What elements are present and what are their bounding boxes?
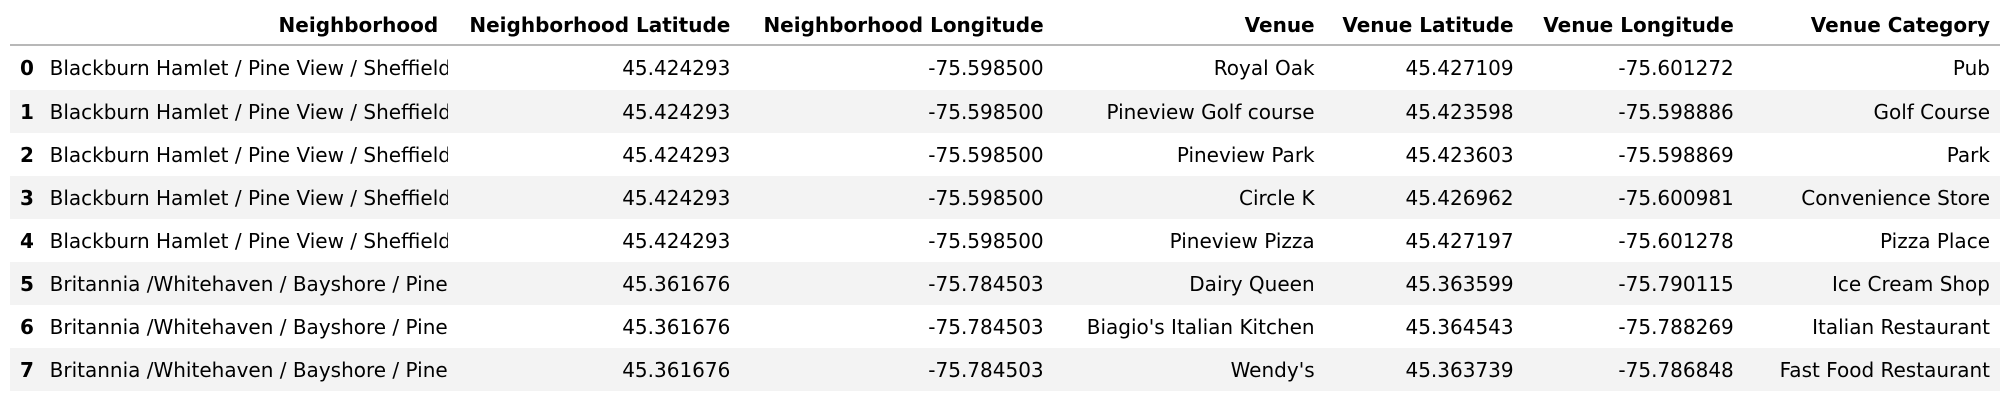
cell-venue-category: Pizza Place: [1743, 219, 2000, 262]
cell-neighborhood-latitude: 45.361676: [448, 305, 741, 348]
row-index: 6: [10, 305, 40, 348]
index-header: [10, 6, 40, 46]
header-row: Neighborhood Neighborhood Latitude Neigh…: [10, 6, 2000, 46]
cell-venue-latitude: 45.423603: [1324, 133, 1524, 176]
cell-neighborhood-latitude: 45.424293: [448, 133, 741, 176]
dataframe-table: Neighborhood Neighborhood Latitude Neigh…: [10, 6, 2000, 391]
cell-venue: Wendy's: [1053, 348, 1325, 391]
cell-neighborhood: Blackburn Hamlet / Pine View / Sheffield…: [39, 133, 449, 176]
cell-venue-longitude: -75.601278: [1523, 219, 1744, 262]
table-body: 0 Blackburn Hamlet / Pine View / Sheffie…: [10, 45, 2000, 391]
cell-venue-latitude: 45.427197: [1324, 219, 1524, 262]
cell-neighborhood-longitude: -75.598500: [740, 176, 1054, 219]
cell-neighborhood-longitude: -75.784503: [740, 348, 1054, 391]
cell-neighborhood: Blackburn Hamlet / Pine View / Sheffield…: [39, 90, 449, 133]
table-header: Neighborhood Neighborhood Latitude Neigh…: [10, 6, 2000, 46]
cell-neighborhood: Blackburn Hamlet / Pine View / Sheffield…: [39, 219, 449, 262]
cell-neighborhood-longitude: -75.784503: [740, 305, 1054, 348]
cell-venue: Pineview Pizza: [1053, 219, 1325, 262]
column-header-neighborhood-longitude: Neighborhood Longitude: [740, 6, 1054, 46]
cell-neighborhood-latitude: 45.361676: [448, 348, 741, 391]
cell-neighborhood-longitude: -75.598500: [740, 45, 1054, 90]
row-index: 2: [10, 133, 40, 176]
table-row: 5 Britannia /Whitehaven / Bayshore / Pin…: [10, 262, 2000, 305]
cell-venue-latitude: 45.423598: [1324, 90, 1524, 133]
cell-neighborhood: Blackburn Hamlet / Pine View / Sheffield…: [39, 45, 449, 90]
cell-venue-longitude: -75.598886: [1523, 90, 1744, 133]
cell-neighborhood-latitude: 45.424293: [448, 176, 741, 219]
cell-neighborhood: Britannia /Whitehaven / Bayshore / Pinec…: [39, 305, 449, 348]
cell-neighborhood-longitude: -75.784503: [740, 262, 1054, 305]
cell-neighborhood-latitude: 45.424293: [448, 219, 741, 262]
cell-venue-longitude: -75.600981: [1523, 176, 1744, 219]
table-row: 2 Blackburn Hamlet / Pine View / Sheffie…: [10, 133, 2000, 176]
cell-neighborhood-longitude: -75.598500: [740, 90, 1054, 133]
cell-venue: Pineview Golf course: [1053, 90, 1325, 133]
cell-neighborhood-latitude: 45.424293: [448, 45, 741, 90]
cell-venue: Pineview Park: [1053, 133, 1325, 176]
table-row: 4 Blackburn Hamlet / Pine View / Sheffie…: [10, 219, 2000, 262]
row-index: 0: [10, 45, 40, 90]
cell-venue-latitude: 45.426962: [1324, 176, 1524, 219]
cell-venue: Dairy Queen: [1053, 262, 1325, 305]
cell-venue-category: Ice Cream Shop: [1743, 262, 2000, 305]
cell-venue-category: Golf Course: [1743, 90, 2000, 133]
table-row: 0 Blackburn Hamlet / Pine View / Sheffie…: [10, 45, 2000, 90]
table-row: 6 Britannia /Whitehaven / Bayshore / Pin…: [10, 305, 2000, 348]
cell-venue-longitude: -75.788269: [1523, 305, 1744, 348]
cell-venue-category: Fast Food Restaurant: [1743, 348, 2000, 391]
cell-venue: Royal Oak: [1053, 45, 1325, 90]
cell-neighborhood-longitude: -75.598500: [740, 219, 1054, 262]
cell-venue-longitude: -75.790115: [1523, 262, 1744, 305]
row-index: 3: [10, 176, 40, 219]
cell-venue-longitude: -75.786848: [1523, 348, 1744, 391]
cell-venue-latitude: 45.427109: [1324, 45, 1524, 90]
column-header-venue-category: Venue Category: [1743, 6, 2000, 46]
row-index: 1: [10, 90, 40, 133]
column-header-neighborhood: Neighborhood: [39, 6, 449, 46]
cell-venue-category: Italian Restaurant: [1743, 305, 2000, 348]
cell-venue-latitude: 45.363739: [1324, 348, 1524, 391]
row-index: 5: [10, 262, 40, 305]
cell-venue-category: Park: [1743, 133, 2000, 176]
cell-venue-longitude: -75.598869: [1523, 133, 1744, 176]
cell-venue-longitude: -75.601272: [1523, 45, 1744, 90]
row-index: 4: [10, 219, 40, 262]
cell-venue-latitude: 45.364543: [1324, 305, 1524, 348]
cell-venue-category: Convenience Store: [1743, 176, 2000, 219]
table-row: 1 Blackburn Hamlet / Pine View / Sheffie…: [10, 90, 2000, 133]
cell-neighborhood-latitude: 45.424293: [448, 90, 741, 133]
cell-venue-category: Pub: [1743, 45, 2000, 90]
cell-neighborhood-longitude: -75.598500: [740, 133, 1054, 176]
cell-venue: Circle K: [1053, 176, 1325, 219]
column-header-venue: Venue: [1053, 6, 1325, 46]
column-header-venue-longitude: Venue Longitude: [1523, 6, 1744, 46]
dataframe-output: Neighborhood Neighborhood Latitude Neigh…: [10, 6, 2000, 391]
row-index: 7: [10, 348, 40, 391]
column-header-neighborhood-latitude: Neighborhood Latitude: [448, 6, 741, 46]
table-row: 3 Blackburn Hamlet / Pine View / Sheffie…: [10, 176, 2000, 219]
cell-neighborhood: Blackburn Hamlet / Pine View / Sheffield…: [39, 176, 449, 219]
cell-neighborhood: Britannia /Whitehaven / Bayshore / Pinec…: [39, 262, 449, 305]
table-row: 7 Britannia /Whitehaven / Bayshore / Pin…: [10, 348, 2000, 391]
cell-venue-latitude: 45.363599: [1324, 262, 1524, 305]
cell-venue: Biagio's Italian Kitchen: [1053, 305, 1325, 348]
cell-neighborhood: Britannia /Whitehaven / Bayshore / Pinec…: [39, 348, 449, 391]
column-header-venue-latitude: Venue Latitude: [1324, 6, 1524, 46]
cell-neighborhood-latitude: 45.361676: [448, 262, 741, 305]
